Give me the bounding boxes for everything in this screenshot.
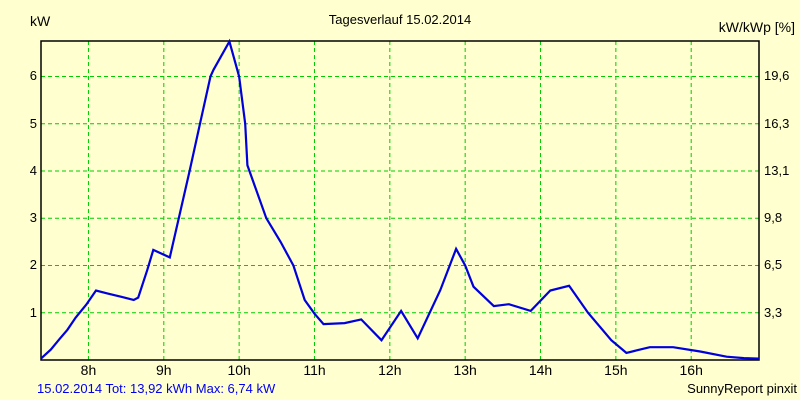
x-tick-15h: 15h — [604, 362, 628, 378]
right-axis-unit-label: kW/kWp [%] — [718, 19, 795, 35]
y-tick-right-6-5: 6,5 — [764, 257, 783, 273]
y-tick-left-4: 4 — [29, 162, 37, 178]
y-tick-left-2: 2 — [29, 257, 37, 273]
x-tick-9h: 9h — [156, 362, 172, 378]
x-tick-16h: 16h — [679, 362, 703, 378]
y-tick-left-3: 3 — [29, 210, 37, 226]
y-tick-left-5: 5 — [29, 115, 37, 131]
y-tick-right-13-1: 13,1 — [764, 162, 790, 178]
chart-title: Tagesverlauf 15.02.2014 — [328, 12, 472, 27]
plot-frame — [40, 40, 760, 361]
y-tick-right-9-8: 9,8 — [764, 210, 783, 226]
x-tick-14h: 14h — [528, 362, 553, 378]
y-tick-right-16-3: 16,3 — [764, 115, 790, 131]
x-tick-8h: 8h — [80, 362, 97, 378]
daily-summary-text: 15.02.2014 Tot: 13,92 kWh Max: 6,74 kW — [37, 381, 276, 396]
x-tick-10h: 10h — [227, 362, 251, 378]
x-tick-12h: 12h — [378, 362, 402, 378]
y-tick-right-19-6: 19,6 — [764, 68, 790, 84]
credit-text: SunnyReport pinxit — [687, 381, 797, 396]
y-tick-left-1: 1 — [29, 304, 37, 320]
power-curve — [40, 38, 760, 360]
x-tick-13h: 13h — [453, 362, 477, 378]
y-tick-right-3-3: 3,3 — [764, 304, 783, 320]
x-tick-11h: 11h — [303, 362, 326, 378]
y-tick-left-6: 6 — [29, 68, 37, 84]
left-axis-unit-label: kW — [30, 13, 51, 29]
